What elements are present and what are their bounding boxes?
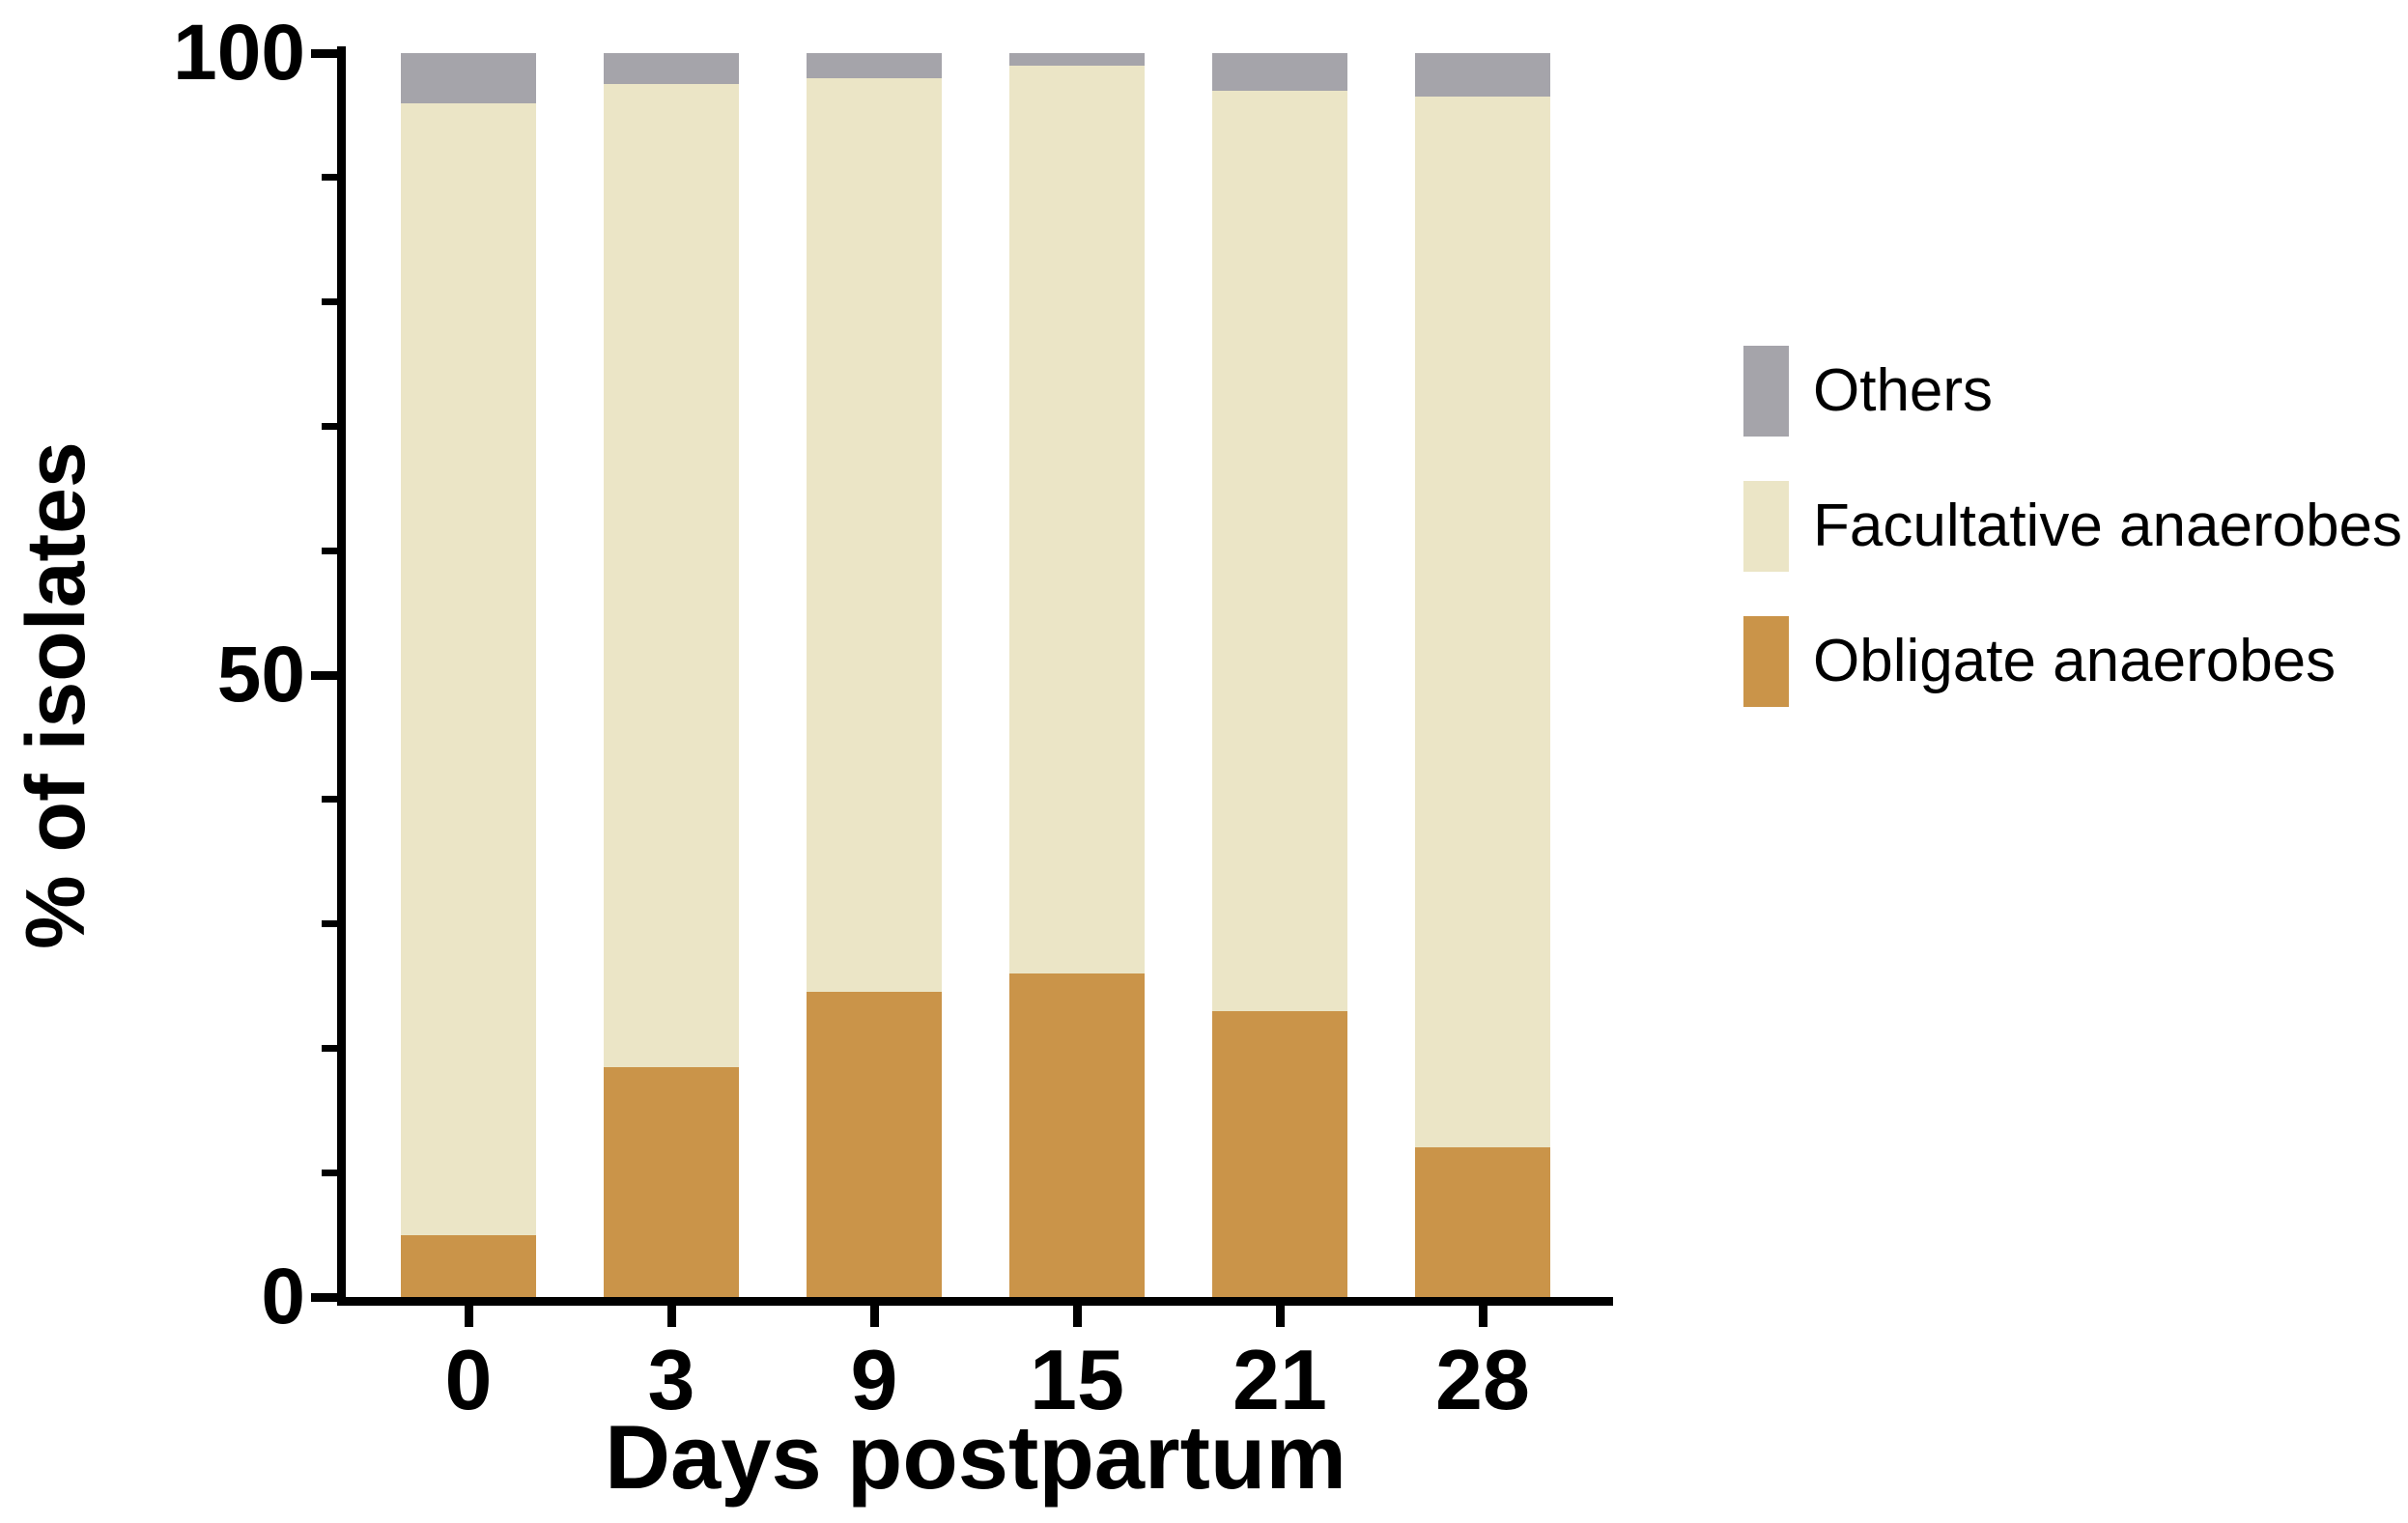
bar-day-15-segment-obligate-anaerobes — [1009, 973, 1145, 1297]
x-tick — [1275, 1306, 1285, 1327]
y-minor-tick — [322, 1169, 337, 1176]
bar-day-15-segment-facultative-anaerobes — [1009, 65, 1145, 974]
x-tick — [666, 1306, 676, 1327]
y-major-tick — [311, 1292, 337, 1302]
bar-day-9-segment-facultative-anaerobes — [807, 77, 942, 993]
bar-day-0-segment-facultative-anaerobes — [401, 102, 536, 1235]
bar-day-21-segment-obligate-anaerobes — [1212, 1010, 1347, 1297]
y-major-tick — [311, 48, 337, 58]
bar-day-28-segment-others — [1415, 53, 1550, 98]
y-tick-label: 0 — [261, 1253, 305, 1340]
x-tick-label: 9 — [850, 1332, 898, 1427]
x-tick — [1072, 1306, 1082, 1327]
bar-day-0-segment-others — [401, 53, 536, 103]
bar-day-0-segment-obligate-anaerobes — [401, 1234, 536, 1297]
x-tick-label: 15 — [1030, 1332, 1124, 1427]
bar-day-3-segment-others — [604, 53, 739, 85]
x-tick-label: 3 — [647, 1332, 695, 1427]
x-tick — [464, 1306, 473, 1327]
y-major-tick — [311, 670, 337, 680]
bar-day-9-segment-obligate-anaerobes — [807, 992, 942, 1297]
y-axis-title: % of isolates — [10, 441, 102, 949]
y-minor-tick — [322, 422, 337, 430]
x-tick — [869, 1306, 879, 1327]
y-minor-tick — [322, 298, 337, 306]
y-axis-line — [337, 46, 346, 1306]
bar-day-3-segment-facultative-anaerobes — [604, 84, 739, 1067]
y-minor-tick — [322, 1044, 337, 1052]
y-tick-label: 100 — [173, 9, 305, 97]
y-minor-tick — [322, 174, 337, 182]
x-tick-label: 21 — [1232, 1332, 1327, 1427]
x-tick-label: 0 — [444, 1332, 493, 1427]
y-minor-tick — [322, 920, 337, 928]
bar-day-9-segment-others — [807, 53, 942, 78]
x-axis-line — [337, 1297, 1613, 1306]
y-minor-tick — [322, 547, 337, 554]
bar-day-15-segment-others — [1009, 53, 1145, 66]
y-minor-tick — [322, 796, 337, 804]
x-axis-title: Days postpartum — [605, 1406, 1346, 1508]
bar-day-21-segment-facultative-anaerobes — [1212, 90, 1347, 1011]
bar-day-28-segment-obligate-anaerobes — [1415, 1147, 1550, 1297]
x-tick-label: 28 — [1435, 1332, 1530, 1427]
x-tick — [1478, 1306, 1487, 1327]
bar-day-28-segment-facultative-anaerobes — [1415, 97, 1550, 1148]
bar-day-3-segment-obligate-anaerobes — [604, 1066, 739, 1297]
bar-day-21-segment-others — [1212, 53, 1347, 91]
y-tick-label: 50 — [216, 631, 305, 719]
